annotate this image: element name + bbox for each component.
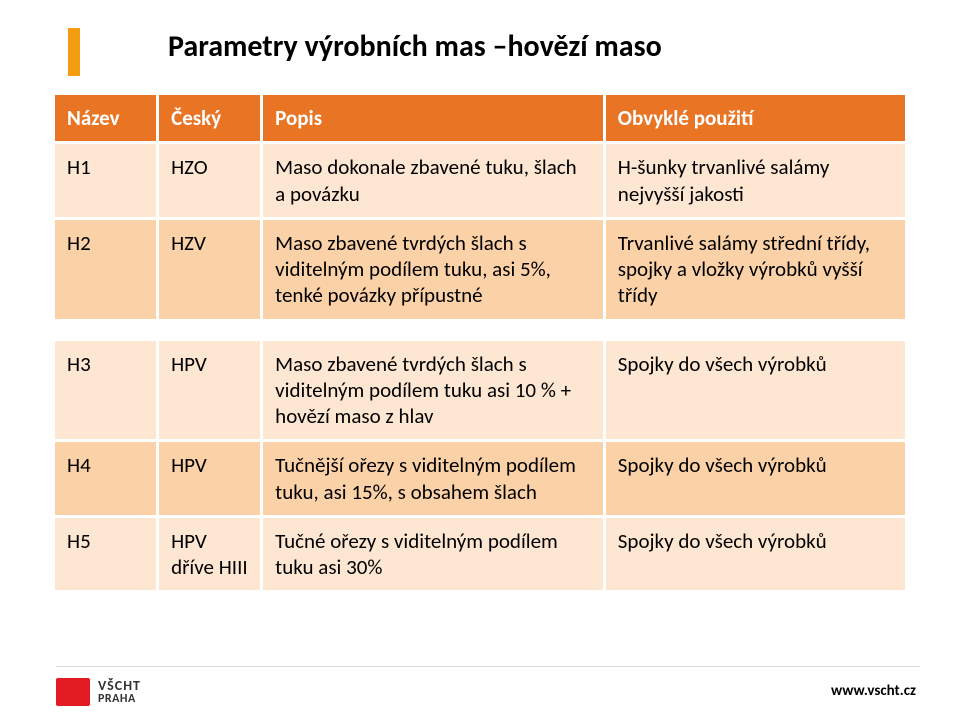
table-row: H3 HPV Maso zbavené tvrdých šlach s vidi… [55,341,905,440]
col-header-cesky: Český [159,95,260,141]
cell: Maso zbavené tvrdých šlach s viditelným … [263,220,603,319]
cell: Maso zbavené tvrdých šlach s viditelným … [263,341,603,440]
page-title: Parametry výrobních mas –hovězí maso [168,28,662,65]
col-header-nazev: Název [55,95,156,141]
col-header-popis: Popis [263,95,603,141]
cell: H1 [55,144,156,217]
cell: HZV [159,220,260,319]
footer: VŠCHT PRAHA www.vscht.cz [0,666,960,716]
cell: Spojky do všech výrobků [606,341,905,440]
logo-text: VŠCHT PRAHA [98,679,141,705]
cell: Tučnější ořezy s viditelným podílem tuku… [263,442,603,515]
cell: HPV [159,341,260,440]
cell: HZO [159,144,260,217]
cell: HPV dříve HIII [159,518,260,591]
logo: VŠCHT PRAHA [56,678,141,706]
cell: H2 [55,220,156,319]
footer-url: www.vscht.cz [831,682,916,700]
cell: Spojky do všech výrobků [606,518,905,591]
cell: H5 [55,518,156,591]
cell: Spojky do všech výrobků [606,442,905,515]
cell: H4 [55,442,156,515]
slide: Parametry výrobních mas –hovězí maso Náz… [0,0,960,716]
table-row: H2 HZV Maso zbavené tvrdých šlach s vidi… [55,220,905,319]
logo-line1: VŠCHT [98,679,141,693]
table-header-row: Název Český Popis Obvyklé použití [55,95,905,141]
logo-mark-icon [56,678,90,706]
cell: Maso dokonale zbavené tuku, šlach a pová… [263,144,603,217]
table-section-spacer [55,322,905,338]
cell: Tučné ořezy s viditelným podílem tuku as… [263,518,603,591]
table-row: H5 HPV dříve HIII Tučné ořezy s viditeln… [55,518,905,591]
cell: HPV [159,442,260,515]
cell: H3 [55,341,156,440]
footer-divider [56,666,920,667]
col-header-pouziti: Obvyklé použití [606,95,905,141]
title-accent-bar [68,28,80,76]
cell: Trvanlivé salámy střední třídy, spojky a… [606,220,905,319]
logo-line2: PRAHA [98,693,141,705]
table-row: H1 HZO Maso dokonale zbavené tuku, šlach… [55,144,905,217]
table-row: H4 HPV Tučnější ořezy s viditelným podíl… [55,442,905,515]
parameters-table: Název Český Popis Obvyklé použití H1 HZO… [52,92,908,593]
cell: H-šunky trvanlivé salámy nejvyšší jakost… [606,144,905,217]
